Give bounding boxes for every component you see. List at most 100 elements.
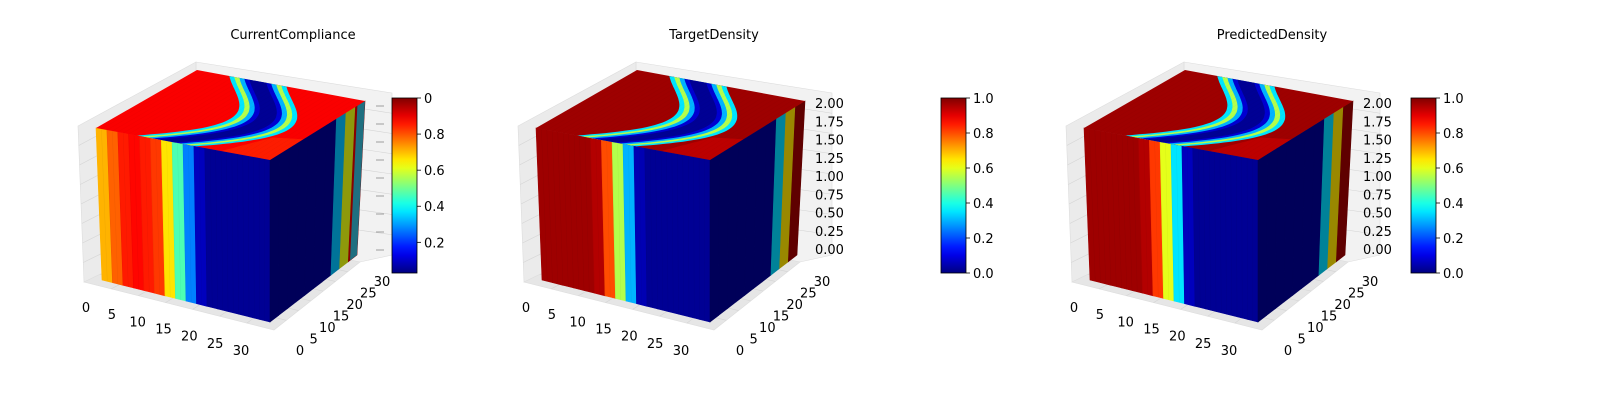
colorbar-tick-label: 0.2 xyxy=(1443,232,1464,247)
z-tick-label: 1.75 xyxy=(815,115,844,130)
colorbar-tick-label: 0.6 xyxy=(973,162,994,177)
y-tick-label: 5 xyxy=(310,333,318,348)
voxel-line xyxy=(1236,96,1333,157)
voxel-line xyxy=(155,80,255,140)
panel-title: PredictedDensity xyxy=(1217,28,1328,43)
voxel-line xyxy=(655,91,753,151)
voxel-line xyxy=(611,141,616,299)
top-band xyxy=(1145,79,1265,143)
voxel-line xyxy=(210,90,308,150)
voxel-line xyxy=(101,70,203,130)
colorbar-tick-label: 0.0 xyxy=(1443,267,1464,282)
voxel-line xyxy=(161,139,166,296)
voxel-line xyxy=(590,79,690,139)
z-tick-label: 0.75 xyxy=(815,188,844,203)
voxel-line xyxy=(557,131,564,286)
voxel-line xyxy=(226,93,324,153)
voxel-line xyxy=(1176,144,1180,303)
voxel-line xyxy=(193,87,292,147)
voxel-line xyxy=(1236,155,1238,317)
voxel-line xyxy=(617,142,621,300)
voxel-line xyxy=(133,134,139,290)
voxel-line xyxy=(1230,154,1232,316)
voxel-line xyxy=(682,154,684,316)
voxel-line xyxy=(259,98,355,159)
top-band xyxy=(597,79,717,143)
voxel-line xyxy=(204,89,303,149)
voxel-line xyxy=(1127,135,1133,291)
y-tick-label: 10 xyxy=(1307,321,1324,336)
voxel-line xyxy=(1127,77,1228,137)
y-tick-label: 25 xyxy=(360,287,377,302)
y-tick-label: 25 xyxy=(800,287,817,302)
voxel-line xyxy=(562,132,569,287)
voxel-line xyxy=(1170,85,1270,145)
voxel-line xyxy=(117,131,124,286)
voxel-line xyxy=(166,140,171,298)
voxel-line xyxy=(1116,75,1217,135)
voxel-line xyxy=(1247,98,1343,159)
voxel-line xyxy=(688,96,785,157)
voxel-line xyxy=(177,84,276,144)
voxel-line xyxy=(1230,95,1327,156)
voxel-line xyxy=(1197,148,1201,308)
voxel-line xyxy=(601,81,701,141)
voxel-line xyxy=(1121,76,1222,136)
voxel-line xyxy=(541,128,548,282)
voxel-line xyxy=(1089,128,1096,282)
voxel-line xyxy=(688,155,690,317)
voxel-line xyxy=(1100,72,1201,132)
voxel-line xyxy=(568,133,574,288)
y-tick-label: 30 xyxy=(1362,275,1379,290)
z-tick-label: 1.75 xyxy=(1363,115,1392,130)
voxel-line xyxy=(1214,93,1312,153)
colorbar xyxy=(940,97,967,274)
y-tick-label: 0 xyxy=(1284,344,1292,359)
colorbar xyxy=(391,97,418,274)
y-tick-label: 30 xyxy=(374,275,391,290)
voxel-line xyxy=(1241,97,1338,158)
voxel-line xyxy=(215,149,218,309)
z-tick-label: 0.75 xyxy=(1363,188,1392,203)
voxel-line xyxy=(557,73,659,133)
voxel-line xyxy=(1138,137,1143,294)
voxel-line xyxy=(150,137,155,294)
x-tick-label: 15 xyxy=(595,323,612,338)
z-tick-label: 0.25 xyxy=(1363,225,1392,240)
voxel-line xyxy=(150,79,250,139)
x-tick-label: 5 xyxy=(1096,308,1104,323)
voxel-line xyxy=(584,78,685,138)
voxel-line xyxy=(1149,139,1154,296)
y-tick-label: 0 xyxy=(736,344,744,359)
voxel-line xyxy=(237,95,334,155)
z-tick-label: 1.00 xyxy=(815,170,844,185)
right-face-strip xyxy=(1257,153,1268,323)
voxel-line xyxy=(1094,71,1196,131)
x-tick-label: 15 xyxy=(155,323,172,338)
voxel-line xyxy=(1219,94,1317,154)
voxel-line xyxy=(1094,129,1101,283)
voxel-line xyxy=(612,83,711,143)
voxel-line xyxy=(628,144,632,303)
voxel-line xyxy=(1154,82,1254,142)
voxel-line xyxy=(622,85,722,145)
top-face-pattern xyxy=(101,70,360,160)
voxel-line xyxy=(1143,80,1243,140)
y-tick-label: 5 xyxy=(1298,333,1306,348)
voxel-line xyxy=(606,82,706,142)
voxel-line xyxy=(204,147,208,307)
voxel-line xyxy=(1165,142,1169,300)
voxel-line xyxy=(655,149,658,309)
voxel-line xyxy=(117,73,219,133)
top-face-pattern xyxy=(1089,70,1348,160)
colorbar-tick-label: 0.4 xyxy=(1443,197,1464,212)
voxel-line xyxy=(1159,141,1164,299)
voxel-line xyxy=(1160,83,1259,143)
voxel-line xyxy=(1143,138,1148,295)
y-tick-label: 20 xyxy=(1334,298,1351,313)
top-fringe xyxy=(1209,137,1292,160)
voxel-line xyxy=(1121,134,1127,290)
